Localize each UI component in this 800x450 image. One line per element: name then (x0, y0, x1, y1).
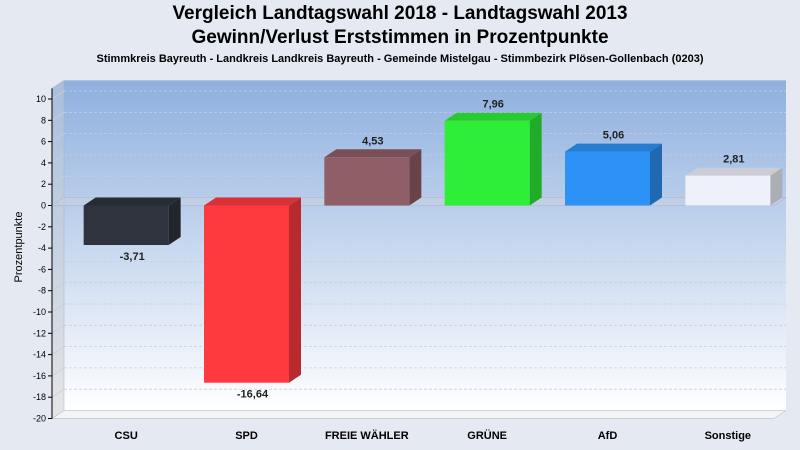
left-wall (51, 79, 65, 419)
bar-top (444, 112, 542, 121)
data-label: 4,53 (362, 135, 383, 147)
plot-area (64, 80, 786, 411)
bar-side (529, 112, 542, 206)
x-tick-label: Sonstige (705, 430, 751, 442)
x-tick-label: GRÜNE (467, 429, 507, 442)
y-tick-label: -16 (33, 371, 46, 381)
gridline-wall (51, 218, 65, 228)
data-label: 5,06 (603, 130, 624, 142)
gridline-wall (51, 346, 65, 355)
gridline-wall (51, 111, 65, 121)
bar-side (770, 167, 783, 206)
gridline-wall (51, 239, 65, 249)
chart-subtitle-region: Stimmkreis Bayreuth - Landkreis Landkrei… (96, 53, 704, 65)
bar-freie-wähler (324, 149, 422, 206)
gridline-wall (51, 154, 65, 164)
bar-spd (204, 197, 301, 383)
gridline-wall (51, 410, 65, 419)
y-tick-label: 10 (36, 94, 46, 104)
bar-top (83, 197, 181, 206)
gridline-wall (51, 261, 65, 270)
y-tick-label: -12 (33, 328, 46, 338)
gridline-wall (51, 175, 65, 185)
data-label: -16,64 (237, 389, 269, 401)
x-tick-label: FREIE WÄHLER (325, 429, 409, 442)
bar-top (565, 143, 662, 152)
chart-subtitle: Gewinn/Verlust Erststimmen in Prozentpun… (191, 27, 609, 48)
bar-front (83, 205, 169, 246)
y-tick-label: -14 (33, 350, 46, 360)
bar-side (168, 197, 181, 246)
bar-side (409, 149, 422, 206)
bar-sonstige (685, 167, 783, 206)
bar-front (204, 205, 289, 383)
bar-top (324, 149, 422, 158)
y-tick-label: 8 (41, 115, 46, 125)
y-tick-label: -20 (33, 414, 46, 424)
gridline-wall (51, 324, 65, 334)
x-tick-label: AfD (598, 430, 618, 442)
y-tick-label: -2 (38, 222, 46, 232)
y-tick-label: -10 (33, 307, 46, 317)
data-label: 7,96 (482, 99, 503, 111)
gridline-wall (51, 90, 65, 100)
x-tick-label: CSU (115, 430, 138, 442)
y-tick-label: -6 (38, 264, 46, 274)
y-tick-label: 2 (41, 179, 46, 189)
bar-csu (83, 197, 181, 246)
x-tick-label: SPD (235, 430, 258, 442)
gridline-wall (51, 367, 65, 377)
bar-side (289, 197, 301, 383)
data-label: 2,81 (723, 154, 744, 166)
gridline-wall (51, 282, 65, 292)
y-tick-label: 6 (41, 137, 46, 147)
bar-front (565, 151, 650, 206)
y-tick-label: 4 (41, 158, 46, 168)
chart-title: Vergleich Landtagswahl 2018 - Landtagswa… (172, 3, 628, 24)
y-tick-label: 0 (41, 201, 46, 211)
bar-top (204, 197, 301, 206)
bar-afd (565, 143, 662, 206)
bar-front (685, 175, 771, 206)
y-tick-label: -18 (33, 392, 46, 402)
bar-top (685, 167, 783, 176)
gridline-wall (51, 133, 65, 142)
gridline-wall (51, 388, 65, 398)
data-label: -3,71 (120, 251, 145, 263)
floor (51, 410, 787, 419)
bar-side (650, 143, 662, 206)
y-tick-label: -8 (38, 286, 46, 296)
bar-grüne (444, 112, 542, 206)
y-axis-label: Prozentpunkte (13, 212, 25, 283)
bar-front (444, 120, 530, 206)
bar-front (324, 157, 410, 206)
y-tick-label: -4 (38, 243, 46, 253)
gridline-wall (51, 303, 65, 313)
